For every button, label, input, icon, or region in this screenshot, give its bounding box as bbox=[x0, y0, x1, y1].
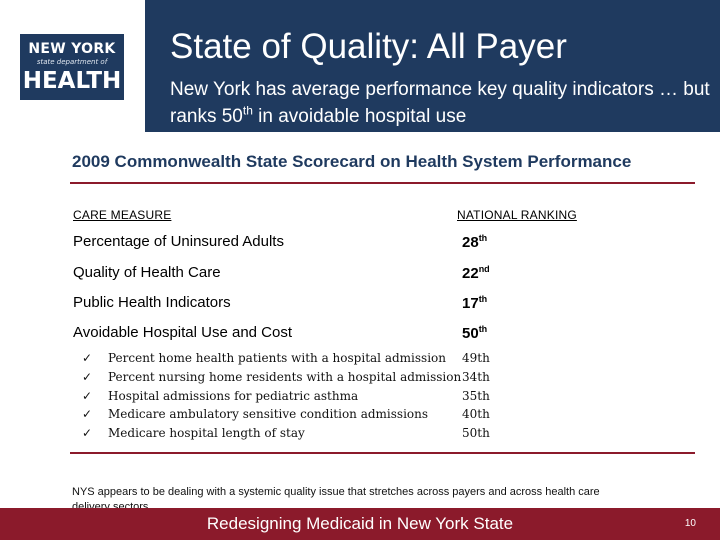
sub-measure-label: Medicare hospital length of stay bbox=[108, 426, 305, 440]
rank-suffix: th bbox=[478, 294, 488, 304]
measure-row-label: Public Health Indicators bbox=[73, 294, 231, 311]
measure-row-rank: 50th bbox=[462, 324, 487, 342]
measure-row-label: Quality of Health Care bbox=[73, 264, 221, 281]
logo-line-3: HEALTH bbox=[22, 68, 122, 94]
rank-number: 22 bbox=[462, 265, 479, 282]
sub-measure-label: Percent home health patients with a hosp… bbox=[108, 351, 446, 365]
sub-measure-item: ✓ Hospital admissions for pediatric asthm… bbox=[82, 389, 358, 403]
sub-measure-rank: 34th bbox=[462, 370, 490, 384]
sub-measure-item: ✓ Medicare hospital length of stay bbox=[82, 426, 305, 440]
slide-subtitle: New York has average performance key qua… bbox=[170, 76, 710, 130]
checkmark-icon: ✓ bbox=[82, 407, 93, 421]
sub-measure-item: ✓ Percent nursing home residents with a h… bbox=[82, 370, 461, 384]
sub-measure-rank: 40th bbox=[462, 407, 490, 421]
sub-measure-rank: 49th bbox=[462, 351, 490, 365]
checkmark-icon: ✓ bbox=[82, 370, 93, 384]
sub-measure-rank: 50th bbox=[462, 426, 490, 440]
sub-measure-item: ✓ Medicare ambulatory sensitive condition… bbox=[82, 407, 428, 421]
measure-row-label: Avoidable Hospital Use and Cost bbox=[73, 324, 293, 341]
subtitle-text-end: in avoidable hospital use bbox=[252, 106, 467, 127]
top-divider bbox=[70, 182, 695, 184]
scorecard-title: 2009 Commonwealth State Scorecard on Hea… bbox=[72, 152, 632, 171]
footer-title: Redesigning Medicaid in New York State bbox=[206, 514, 514, 533]
rank-suffix: th bbox=[478, 324, 488, 334]
bottom-divider bbox=[70, 452, 695, 454]
rank-suffix: nd bbox=[478, 264, 490, 274]
rank-number: 50 bbox=[462, 325, 479, 342]
sub-measure-item: ✓ Percent home health patients with a hos… bbox=[82, 351, 446, 365]
slide-title: State of Quality: All Payer bbox=[170, 27, 567, 66]
sub-measure-label: Hospital admissions for pediatric asthma bbox=[108, 389, 359, 403]
sub-measure-rank: 35th bbox=[462, 389, 490, 403]
column-header-measure: CARE MEASURE bbox=[73, 208, 172, 222]
footer-bar: Redesigning Medicaid in New York State 1… bbox=[0, 508, 720, 540]
measure-row-label: Percentage of Uninsured Adults bbox=[73, 233, 284, 250]
header-banner: NEW YORK state department of HEALTH Stat… bbox=[0, 0, 720, 132]
measure-row-rank: 22nd bbox=[462, 264, 490, 282]
rank-suffix: th bbox=[478, 233, 488, 243]
checkmark-icon: ✓ bbox=[82, 426, 93, 440]
checkmark-icon: ✓ bbox=[82, 389, 93, 403]
page-number: 10 bbox=[684, 518, 696, 529]
rank-number: 28 bbox=[462, 234, 479, 251]
logo-panel: NEW YORK state department of HEALTH bbox=[0, 0, 145, 132]
column-header-ranking: NATIONAL RANKING bbox=[457, 208, 577, 222]
sub-measure-label: Medicare ambulatory sensitive condition … bbox=[108, 407, 429, 421]
logo-line-2: state department of bbox=[36, 58, 108, 66]
measure-row-rank: 17th bbox=[462, 294, 487, 312]
logo-line-1: NEW YORK bbox=[28, 41, 116, 57]
nys-health-logo: NEW YORK state department of HEALTH bbox=[20, 34, 124, 100]
checkmark-icon: ✓ bbox=[82, 351, 93, 365]
subtitle-superscript: th bbox=[242, 103, 253, 118]
subtitle-text-start: New York has average performance key qua… bbox=[170, 79, 710, 127]
sub-measure-label: Percent nursing home residents with a ho… bbox=[108, 370, 462, 384]
measure-row-rank: 28th bbox=[462, 233, 487, 251]
rank-number: 17 bbox=[462, 295, 479, 312]
